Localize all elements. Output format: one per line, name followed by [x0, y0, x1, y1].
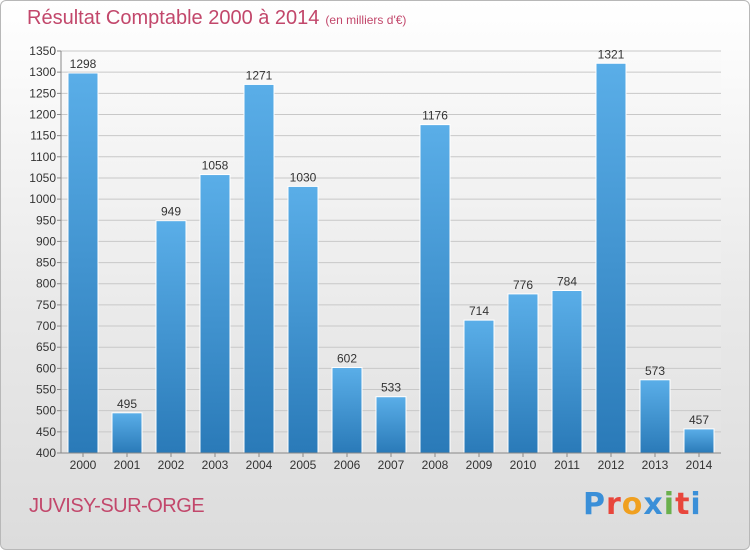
x-tick-label: 2003 — [202, 458, 229, 472]
logo-letter: o — [621, 487, 644, 522]
x-tick-label: 2010 — [510, 458, 537, 472]
bar-2005 — [287, 185, 319, 454]
bar-value-label: 1058 — [202, 159, 229, 173]
x-tick-label: 2000 — [70, 458, 97, 472]
y-tick-label: 850 — [36, 256, 56, 270]
x-tick-label: 2014 — [686, 458, 713, 472]
y-tick-label: 1100 — [30, 150, 56, 164]
bar-value-label: 602 — [337, 352, 357, 366]
y-tick-label: 1050 — [29, 171, 56, 185]
bar-2010 — [507, 293, 539, 454]
x-tick-label: 2004 — [246, 458, 273, 472]
y-tick-label: 950 — [36, 213, 56, 227]
y-tick-label: 550 — [36, 383, 56, 397]
bars: 1298 495 949 1058 1271 1030 602 533 1176 714 776 78… — [67, 47, 715, 454]
x-tick-label: 2002 — [158, 458, 185, 472]
bar-2000 — [67, 72, 99, 454]
x-tick-label: 2013 — [642, 458, 669, 472]
chart-title-text: Résultat Comptable 2000 à 2014 — [27, 7, 320, 29]
logo-letter: i — [663, 487, 676, 522]
bar-2008 — [419, 124, 451, 454]
y-tick-label: 450 — [36, 425, 56, 439]
bar-2001 — [111, 412, 143, 454]
x-tick-label: 2006 — [334, 458, 361, 472]
commune-name: JUVISY-SUR-ORGE — [29, 495, 205, 517]
bar-2011 — [551, 290, 583, 454]
y-tick-label: 1200 — [29, 107, 56, 121]
chart-title: Résultat Comptable 2000 à 2014 (en millie… — [27, 7, 406, 30]
axes: 400 450 500 550 600 650 700 750 800 850 900 950 1000… — [29, 44, 721, 472]
y-tick-label: 700 — [36, 319, 56, 333]
bar-value-label: 495 — [117, 397, 137, 411]
bar-2004 — [243, 83, 275, 454]
bar-value-label: 1271 — [246, 68, 273, 82]
x-tick-label: 2011 — [554, 458, 580, 472]
x-tick-label: 2005 — [290, 458, 317, 472]
bar-value-label: 533 — [381, 381, 401, 395]
bar-value-label: 1176 — [422, 109, 448, 123]
bar-value-label: 714 — [469, 304, 489, 318]
bar-2009 — [463, 319, 495, 454]
y-tick-label: 400 — [36, 446, 56, 460]
bar-2013 — [639, 379, 671, 454]
x-tick-label: 2008 — [422, 458, 449, 472]
y-tick-label: 1250 — [29, 86, 56, 100]
y-tick-label: 600 — [36, 361, 56, 375]
bar-2003 — [199, 174, 231, 454]
chart-unit: (en milliers d'€) — [325, 13, 407, 27]
proxiti-logo: Proxiti — [583, 487, 702, 522]
bar-value-label: 1321 — [598, 47, 625, 61]
bar-value-label: 949 — [161, 205, 181, 219]
y-tick-label: 1000 — [29, 192, 56, 206]
y-tick-label: 1350 — [29, 44, 56, 58]
x-tick-label: 2007 — [378, 458, 405, 472]
bar-2002 — [155, 220, 187, 454]
bar-2007 — [375, 396, 407, 454]
y-tick-label: 1150 — [30, 129, 56, 143]
bar-2006 — [331, 367, 363, 454]
y-tick-label: 650 — [36, 340, 56, 354]
y-tick-label: 500 — [36, 404, 56, 418]
y-tick-label: 1300 — [29, 65, 56, 79]
y-tick-label: 800 — [36, 277, 56, 291]
bar-value-label: 573 — [645, 364, 665, 378]
bar-value-label: 1298 — [70, 57, 97, 71]
x-tick-label: 2001 — [114, 458, 141, 472]
bar-value-label: 784 — [557, 275, 577, 289]
logo-letter: r — [606, 487, 622, 522]
logo-letter: t — [675, 487, 691, 522]
bar-2014 — [683, 428, 715, 454]
x-tick-label: 2012 — [598, 458, 625, 472]
bar-value-label: 1030 — [290, 170, 317, 184]
logo-letter: P — [583, 487, 606, 522]
x-tick-label: 2009 — [466, 458, 493, 472]
bar-value-label: 457 — [689, 413, 709, 427]
logo-letter: i — [690, 487, 702, 522]
bar-2012 — [595, 62, 627, 454]
bar-value-label: 776 — [513, 278, 533, 292]
y-tick-label: 900 — [36, 234, 56, 248]
y-tick-label: 750 — [36, 298, 56, 312]
logo-letter: x — [643, 487, 664, 522]
